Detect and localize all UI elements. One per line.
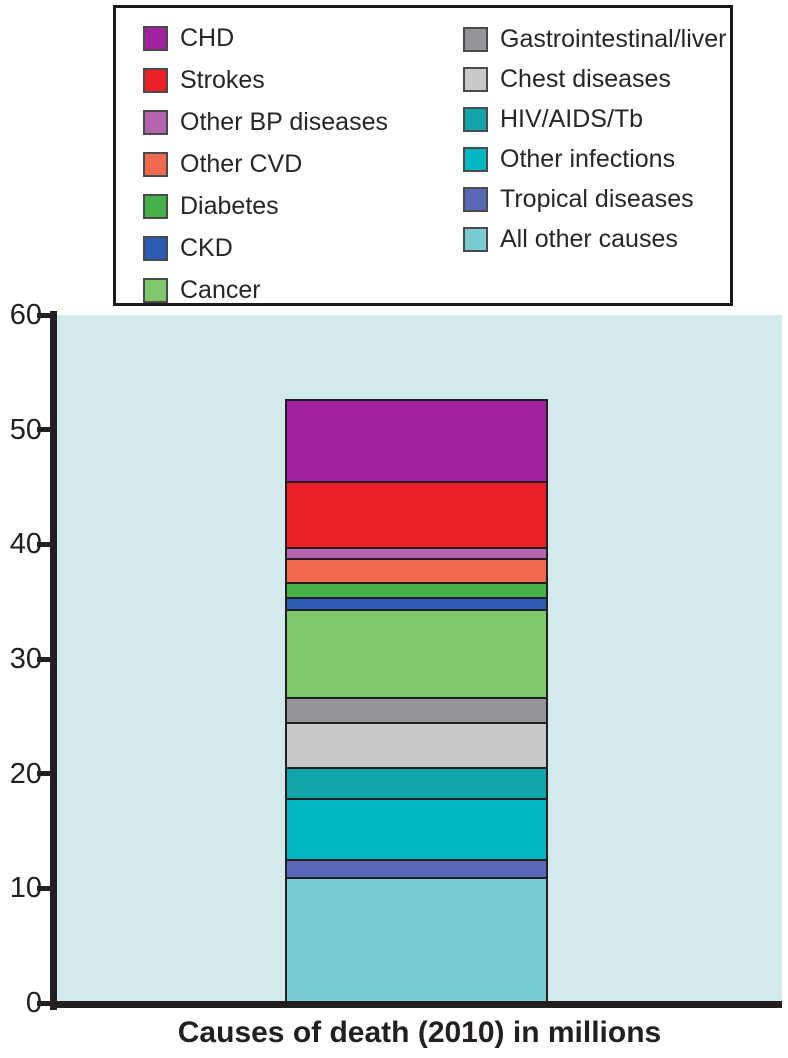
bar-segment-chest-diseases	[287, 722, 546, 767]
legend-swatch-cancer	[143, 277, 168, 303]
bar-segment-strokes	[287, 480, 546, 548]
bar-segment-other-cvd	[287, 557, 546, 582]
legend-swatch-hiv-aids-tb	[463, 106, 488, 132]
legend: CHD Strokes Other BP diseases Other CVD Diab…	[113, 5, 733, 306]
legend-item-chd: CHD	[143, 24, 388, 52]
bar-segment-diabetes	[287, 581, 546, 597]
legend-swatch-chd	[143, 25, 168, 51]
legend-label: Tropical diseases	[500, 185, 694, 213]
bar-segment-other-bp-diseases	[287, 547, 546, 558]
legend-swatch-other-bp-diseases	[143, 109, 168, 135]
legend-label: Strokes	[180, 66, 265, 94]
y-tick-label-0: 0	[25, 987, 42, 1019]
legend-item-all-other-causes: All other causes	[463, 225, 726, 253]
legend-label: CKD	[180, 234, 233, 262]
chart-title: Causes of death (2010) in millions	[177, 1016, 662, 1049]
stacked-bar	[285, 398, 548, 1003]
bar-segment-hiv-aids-tb	[287, 766, 546, 799]
legend-label: HIV/AIDS/Tb	[500, 105, 644, 133]
legend-column-left: CHD Strokes Other BP diseases Other CVD Diab…	[143, 8, 388, 318]
y-tick-30	[37, 656, 57, 662]
y-tick-label-20: 20	[9, 757, 42, 790]
legend-label: Chest diseases	[500, 65, 671, 93]
legend-swatch-chest-diseases	[463, 66, 488, 92]
legend-swatch-ckd	[143, 235, 168, 261]
legend-label: Cancer	[180, 276, 261, 304]
legend-item-cancer: Cancer	[143, 276, 388, 304]
legend-item-other-cvd: Other CVD	[143, 150, 388, 178]
legend-item-diabetes: Diabetes	[143, 192, 388, 220]
y-tick-60	[37, 312, 57, 318]
y-tick-10	[37, 885, 57, 891]
y-tick-label-60: 60	[9, 299, 42, 331]
legend-swatch-gastrointestinal-liver	[463, 26, 488, 52]
legend-swatch-other-infections	[463, 146, 488, 172]
legend-item-chest-diseases: Chest diseases	[463, 65, 726, 93]
legend-item-hiv-aids-tb: HIV/AIDS/Tb	[463, 105, 726, 133]
legend-swatch-tropical-diseases	[463, 186, 488, 212]
bar-segment-cancer	[287, 608, 546, 698]
y-tick-label-30: 30	[9, 643, 42, 675]
legend-swatch-other-cvd	[143, 151, 168, 177]
legend-item-ckd: CKD	[143, 234, 388, 262]
y-tick-label-50: 50	[9, 413, 42, 446]
y-tick-label-40: 40	[9, 528, 42, 561]
bar-segment-chd	[287, 400, 546, 481]
legend-label: Diabetes	[180, 192, 279, 220]
legend-label: CHD	[180, 24, 235, 52]
legend-item-tropical-diseases: Tropical diseases	[463, 185, 726, 213]
legend-item-gastrointestinal-liver: Gastrointestinal/liver	[463, 25, 726, 53]
legend-item-other-bp-diseases: Other BP diseases	[143, 108, 388, 136]
y-tick-label-10: 10	[9, 872, 42, 905]
legend-swatch-all-other-causes	[463, 226, 488, 252]
legend-swatch-strokes	[143, 67, 168, 93]
bar-segment-ckd	[287, 596, 546, 609]
bar-segment-other-infections	[287, 798, 546, 860]
y-tick-20	[37, 771, 57, 777]
y-tick-40	[37, 541, 57, 547]
legend-label: Other infections	[500, 145, 676, 173]
legend-label: All other causes	[500, 225, 678, 253]
legend-label: Other BP diseases	[180, 108, 388, 136]
bar-segment-tropical-diseases	[287, 859, 546, 877]
legend-label: Other CVD	[180, 150, 303, 178]
x-axis	[50, 1001, 782, 1008]
legend-column-right: Gastrointestinal/liver Chest diseases HIV/…	[463, 8, 726, 265]
y-tick-0	[37, 1000, 57, 1006]
legend-swatch-diabetes	[143, 193, 168, 219]
legend-item-strokes: Strokes	[143, 66, 388, 94]
bar-segment-gastrointestinal-liver	[287, 697, 546, 722]
y-tick-50	[37, 427, 57, 433]
legend-item-other-infections: Other infections	[463, 145, 726, 173]
legend-label: Gastrointestinal/liver	[500, 25, 727, 53]
bar-segment-all-other-causes	[287, 876, 546, 1001]
